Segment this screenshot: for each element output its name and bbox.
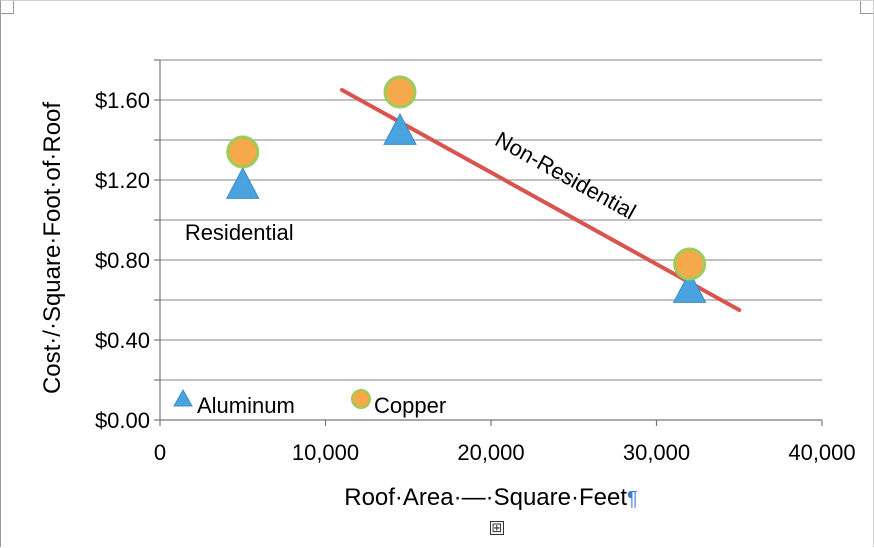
x-axis-title: Roof·Area·—·Square·Feet¶	[344, 484, 638, 511]
x-tick-label: 20,000	[457, 440, 524, 465]
legend-circle-icon	[351, 389, 371, 409]
x-axis-title-text: Roof·Area·—·Square·Feet	[344, 484, 627, 511]
aluminum-point	[672, 270, 707, 303]
x-tick-label: 30,000	[623, 440, 690, 465]
y-tick-label: $0.80	[95, 248, 150, 273]
frame-corner-mark	[860, 1, 873, 14]
trend-line-label: Non-Residential	[491, 127, 640, 225]
y-tick-label: $1.20	[95, 168, 150, 193]
y-axis-title: Cost·/·Square·Foot·of·Roof	[39, 102, 66, 394]
aluminum-point	[383, 112, 417, 145]
copper-point	[226, 135, 260, 169]
x-tick-label: 0	[154, 440, 166, 465]
copper-point	[383, 75, 417, 109]
table-anchor-icon[interactable]: ⊞	[490, 521, 504, 536]
legend-copper-label: Copper	[374, 393, 446, 418]
annotation-residential: Residential	[185, 220, 294, 245]
frame-corner-mark	[1, 1, 14, 14]
pilcrow-mark: ¶	[627, 488, 638, 510]
x-tick-label: 10,000	[292, 440, 359, 465]
y-tick-label: $1.60	[95, 88, 150, 113]
legend-aluminum-label: Aluminum	[197, 393, 295, 418]
copper-point	[673, 247, 707, 281]
y-tick-label: $0.00	[95, 408, 150, 433]
legend-triangle-icon	[173, 388, 193, 407]
trend-line	[340, 88, 742, 312]
x-tick-label: 40,000	[788, 440, 855, 465]
aluminum-point	[225, 166, 260, 199]
y-tick-label: $0.40	[95, 328, 150, 353]
